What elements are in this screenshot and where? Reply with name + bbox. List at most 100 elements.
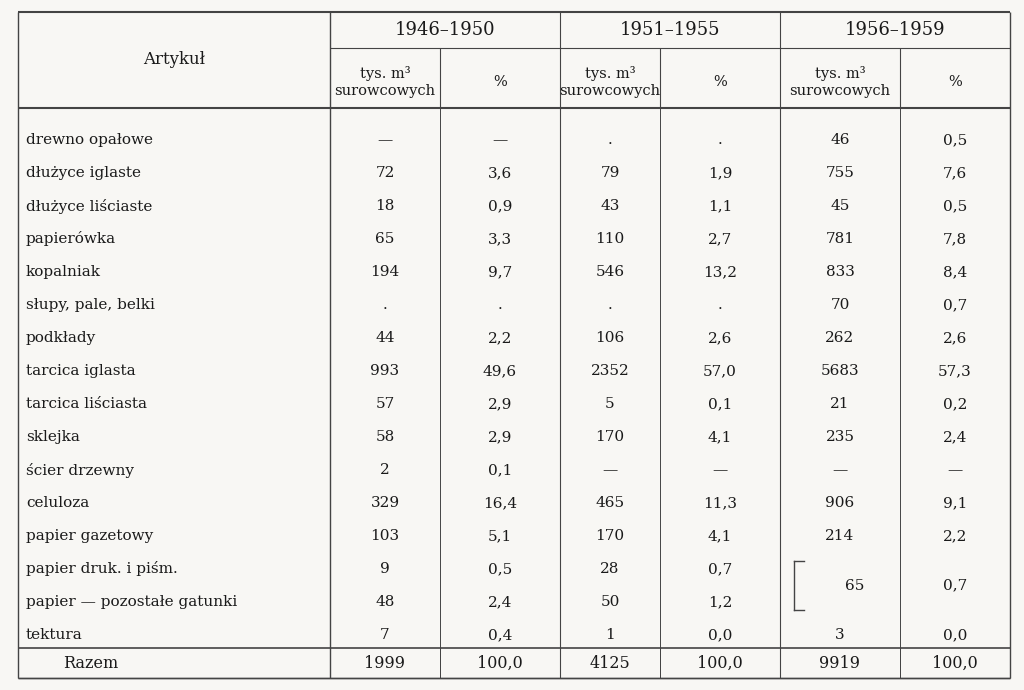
Text: 1951–1955: 1951–1955	[620, 21, 720, 39]
Text: tarcica iglasta: tarcica iglasta	[26, 364, 135, 378]
Text: papier gazetowy: papier gazetowy	[26, 529, 154, 543]
Text: 0,7: 0,7	[943, 578, 967, 593]
Text: 13,2: 13,2	[703, 265, 737, 279]
Text: 5: 5	[605, 397, 614, 411]
Text: —: —	[833, 463, 848, 477]
Text: 21: 21	[830, 397, 850, 411]
Text: 9,7: 9,7	[487, 265, 512, 279]
Text: 546: 546	[595, 265, 625, 279]
Text: 43: 43	[600, 199, 620, 213]
Text: 0,2: 0,2	[943, 397, 968, 411]
Text: 0,7: 0,7	[708, 562, 732, 576]
Text: 103: 103	[371, 529, 399, 543]
Text: 9,1: 9,1	[943, 496, 968, 510]
Text: 0,1: 0,1	[708, 397, 732, 411]
Text: 0,5: 0,5	[943, 133, 967, 147]
Text: 1,1: 1,1	[708, 199, 732, 213]
Text: ścier drzewny: ścier drzewny	[26, 462, 134, 477]
Text: 2,4: 2,4	[487, 595, 512, 609]
Text: %: %	[713, 75, 727, 89]
Text: tys. m³
surowcowych: tys. m³ surowcowych	[335, 66, 435, 97]
Text: papier druk. i piśm.: papier druk. i piśm.	[26, 562, 178, 577]
Text: papierówka: papierówka	[26, 232, 116, 246]
Text: 906: 906	[825, 496, 855, 510]
Text: 100,0: 100,0	[477, 655, 523, 671]
Text: .: .	[498, 298, 503, 312]
Text: 2,7: 2,7	[708, 232, 732, 246]
Text: 49,6: 49,6	[483, 364, 517, 378]
Text: Razem: Razem	[63, 655, 118, 671]
Text: tys. m³
surowcowych: tys. m³ surowcowych	[790, 66, 891, 97]
Text: sklejka: sklejka	[26, 430, 80, 444]
Text: 4,1: 4,1	[708, 529, 732, 543]
Text: 2: 2	[380, 463, 390, 477]
Text: 48: 48	[376, 595, 394, 609]
Text: 1999: 1999	[365, 655, 406, 671]
Text: 2,2: 2,2	[943, 529, 968, 543]
Text: słupy, pale, belki: słupy, pale, belki	[26, 298, 155, 312]
Text: 833: 833	[825, 265, 854, 279]
Text: kopalniak: kopalniak	[26, 265, 101, 279]
Text: dłużyce liściaste: dłużyce liściaste	[26, 199, 153, 213]
Text: —: —	[713, 463, 728, 477]
Text: 2,2: 2,2	[487, 331, 512, 345]
Text: 0,4: 0,4	[487, 628, 512, 642]
Text: 7,8: 7,8	[943, 232, 967, 246]
Text: 0,0: 0,0	[708, 628, 732, 642]
Text: 57,3: 57,3	[938, 364, 972, 378]
Text: 2352: 2352	[591, 364, 630, 378]
Text: 1,2: 1,2	[708, 595, 732, 609]
Text: 3,3: 3,3	[488, 232, 512, 246]
Text: papier — pozostałe gatunki: papier — pozostałe gatunki	[26, 595, 238, 609]
Text: celuloza: celuloza	[26, 496, 89, 510]
Text: 0,5: 0,5	[487, 562, 512, 576]
Text: 170: 170	[595, 529, 625, 543]
Text: 0,7: 0,7	[943, 298, 967, 312]
Text: 5,1: 5,1	[487, 529, 512, 543]
Text: 65: 65	[846, 578, 864, 593]
Text: 465: 465	[595, 496, 625, 510]
Text: 329: 329	[371, 496, 399, 510]
Text: 4,1: 4,1	[708, 430, 732, 444]
Text: 0,0: 0,0	[943, 628, 968, 642]
Text: .: .	[718, 133, 722, 147]
Text: 2,9: 2,9	[487, 430, 512, 444]
Text: 16,4: 16,4	[483, 496, 517, 510]
Text: —: —	[493, 133, 508, 147]
Text: 70: 70	[830, 298, 850, 312]
Text: 2,6: 2,6	[708, 331, 732, 345]
Text: 0,9: 0,9	[487, 199, 512, 213]
Text: 1946–1950: 1946–1950	[394, 21, 496, 39]
Text: 194: 194	[371, 265, 399, 279]
Text: 262: 262	[825, 331, 855, 345]
Text: 106: 106	[595, 331, 625, 345]
Text: 28: 28	[600, 562, 620, 576]
Text: 79: 79	[600, 166, 620, 180]
Text: —: —	[378, 133, 392, 147]
Text: 2,4: 2,4	[943, 430, 968, 444]
Text: —: —	[602, 463, 617, 477]
Text: 3,6: 3,6	[487, 166, 512, 180]
Text: 3: 3	[836, 628, 845, 642]
Text: 46: 46	[830, 133, 850, 147]
Text: 0,5: 0,5	[943, 199, 967, 213]
Text: 1,9: 1,9	[708, 166, 732, 180]
Text: 44: 44	[375, 331, 394, 345]
Text: 9: 9	[380, 562, 390, 576]
Text: %: %	[948, 75, 962, 89]
Text: .: .	[607, 298, 612, 312]
Text: 9919: 9919	[819, 655, 860, 671]
Text: tarcica liściasta: tarcica liściasta	[26, 397, 147, 411]
Text: 2,9: 2,9	[487, 397, 512, 411]
Text: 4125: 4125	[590, 655, 631, 671]
Text: 214: 214	[825, 529, 855, 543]
Text: 5683: 5683	[820, 364, 859, 378]
Text: 0,1: 0,1	[487, 463, 512, 477]
Text: 1956–1959: 1956–1959	[845, 21, 945, 39]
Text: 1: 1	[605, 628, 614, 642]
Text: 45: 45	[830, 199, 850, 213]
Text: —: —	[947, 463, 963, 477]
Text: 7: 7	[380, 628, 390, 642]
Text: 755: 755	[825, 166, 854, 180]
Text: 58: 58	[376, 430, 394, 444]
